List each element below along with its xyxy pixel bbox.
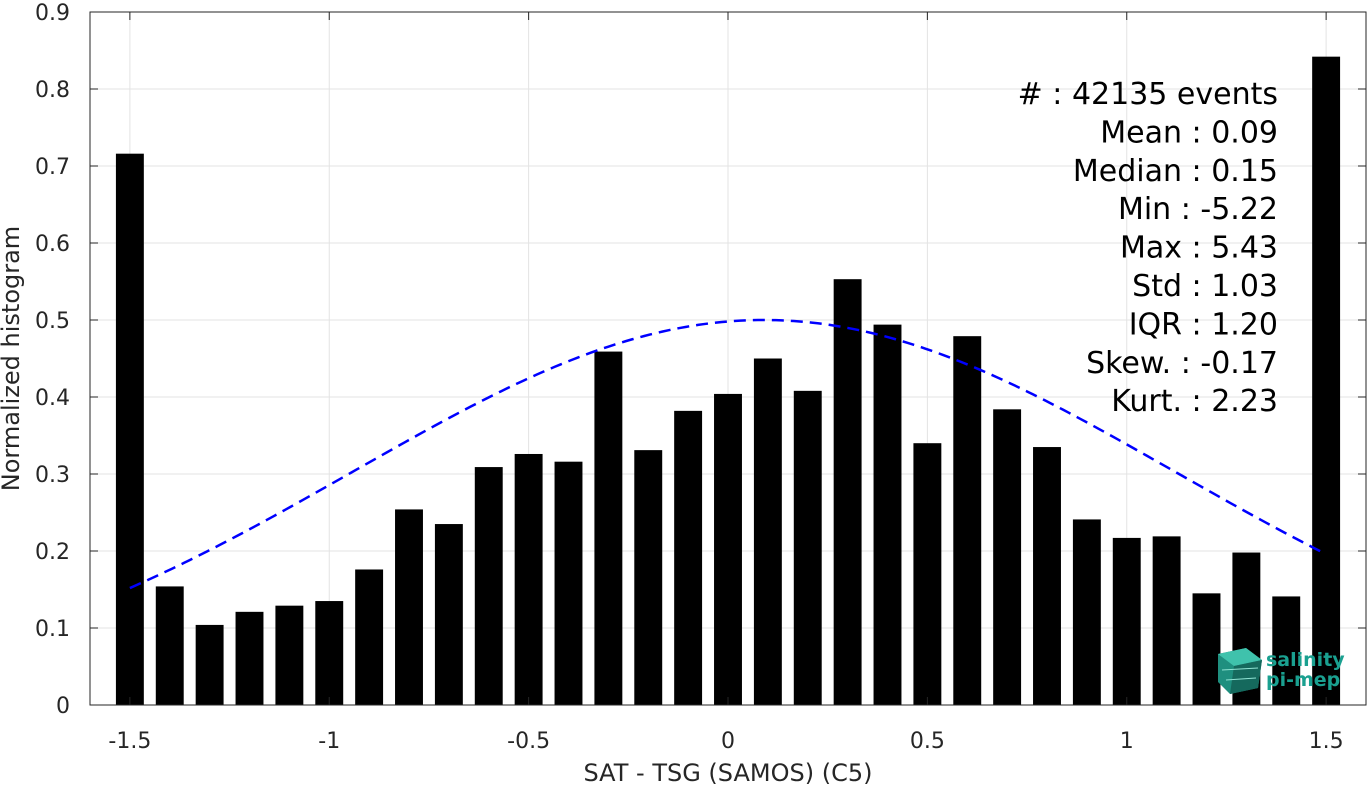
x-tick-labels: -1.5 -1 -0.5 0 0.5 1 1.5	[108, 729, 1343, 754]
histogram-bar	[993, 409, 1022, 705]
logo-line2: pi-mep	[1266, 669, 1340, 691]
histogram-bar	[474, 467, 503, 705]
histogram-bar	[793, 390, 822, 705]
x-tick-label: 0.5	[910, 729, 945, 754]
x-tick-label: -1	[318, 729, 340, 754]
histogram-bar	[275, 605, 304, 705]
gaussian-fit-curve	[129, 318, 1327, 590]
y-tick-label: 0.1	[35, 617, 70, 642]
histogram-bar	[1112, 537, 1141, 705]
histogram-bar	[873, 324, 902, 705]
histogram-bar	[235, 611, 264, 705]
histogram-bar	[355, 569, 384, 705]
salinity-pi-mep-logo: salinity pi-mep	[1218, 648, 1345, 694]
logo-line1: salinity	[1266, 649, 1345, 671]
histogram-bar	[1033, 447, 1061, 705]
stat-line: Mean : 0.09	[1100, 115, 1278, 150]
histogram-bar	[674, 410, 703, 705]
histogram-bar	[554, 461, 583, 705]
histogram-bar	[1072, 519, 1101, 705]
stat-line: Median : 0.15	[1073, 154, 1278, 189]
x-tick-label: 1	[1120, 729, 1134, 754]
histogram-bar	[115, 153, 144, 705]
y-tick-labels: 0 0.1 0.2 0.3 0.4 0.5 0.6 0.7 0.8 0.9	[35, 1, 70, 719]
y-tick-label: 0.7	[35, 155, 70, 180]
histogram-bar	[833, 279, 862, 705]
stat-line: Kurt. : 2.23	[1111, 384, 1278, 419]
histogram-bar	[1272, 596, 1301, 705]
x-tick-label: -1.5	[108, 729, 151, 754]
stat-line: Max : 5.43	[1120, 231, 1278, 266]
logo-cube-icon	[1218, 648, 1262, 694]
y-tick-label: 0.4	[35, 386, 70, 411]
y-tick-label: 0.8	[35, 78, 70, 103]
y-tick-label: 0.2	[35, 540, 70, 565]
histogram-bar	[753, 358, 782, 705]
histogram-bar	[514, 453, 543, 705]
x-tick-label: -0.5	[507, 729, 550, 754]
histogram-bar	[594, 351, 623, 705]
x-tick-label: 0	[721, 729, 735, 754]
x-tick-label: 1.5	[1309, 729, 1344, 754]
y-tick-label: 0	[56, 694, 70, 719]
x-axis-label: SAT - TSG (SAMOS) (C5)	[584, 759, 873, 785]
histogram-bar	[953, 336, 982, 705]
histogram-bar	[913, 443, 942, 705]
stat-line: Min : -5.22	[1118, 192, 1278, 227]
histogram-bar	[434, 524, 463, 705]
y-tick-label: 0.9	[35, 1, 70, 26]
histogram-bar	[714, 393, 742, 705]
histogram-bar	[195, 624, 224, 705]
histogram-bar	[155, 586, 184, 705]
stat-line: # : 42135 events	[1018, 77, 1278, 112]
histogram-bar	[1192, 593, 1221, 705]
y-tick-label: 0.5	[35, 309, 70, 334]
histogram-bar	[315, 601, 344, 705]
histogram-bar	[395, 509, 423, 705]
histogram-bar	[1152, 536, 1181, 705]
histogram-bar	[1312, 56, 1341, 706]
stat-line: Skew. : -0.17	[1086, 346, 1278, 381]
axis-ticks	[90, 11, 1366, 706]
y-axis-label: Normalized histogram	[0, 226, 25, 491]
histogram-bars	[115, 56, 1341, 706]
y-tick-label: 0.3	[35, 463, 70, 488]
stat-line: IQR : 1.20	[1129, 307, 1278, 342]
stat-line: Std : 1.03	[1132, 269, 1278, 304]
histogram-bar	[634, 450, 663, 705]
y-tick-label: 0.6	[35, 232, 70, 257]
